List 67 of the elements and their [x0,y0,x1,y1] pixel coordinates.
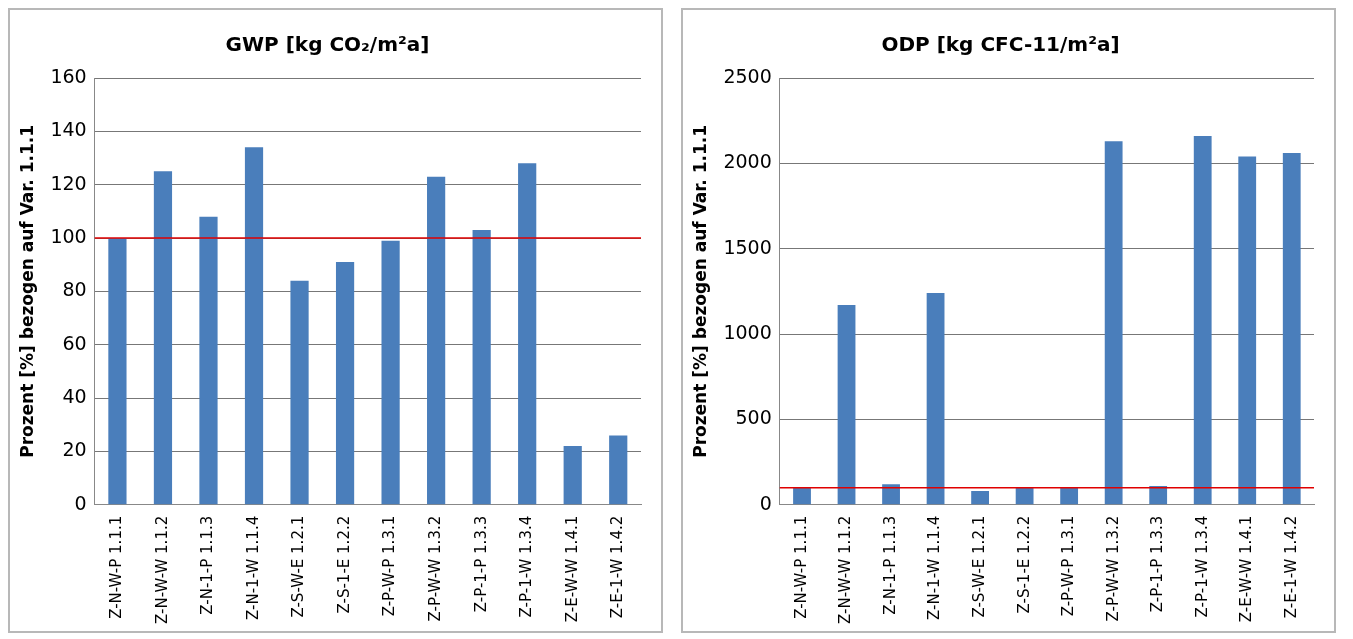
x-tick-label: Z-S-W-E 1.2.1 [289,515,308,618]
bar [518,163,537,505]
y-tick-label: 80 [62,278,87,301]
x-tick-label: Z-P-W-W 1.3.2 [1103,515,1122,622]
y-tick-label: 1500 [723,235,772,258]
bar [108,238,127,505]
x-tick-label: Z-S-1-E 1.2.2 [1014,515,1033,614]
x-tick-label: Z-E-W-W 1.4.1 [1237,515,1256,623]
x-tick-label: Z-P-1-P 1.3.3 [1148,515,1167,613]
y-axis-title: Prozent [%] bezogen auf Var. 1.1.1 [689,124,710,458]
x-tick-label: Z-N-1-W 1.1.4 [925,515,944,620]
y-tick-label: 1000 [723,320,772,343]
x-tick-label: Z-E-1-W 1.4.2 [1281,515,1300,619]
bar [926,293,945,505]
bar [1060,487,1079,505]
y-tick-label: 120 [50,171,87,194]
y-tick-label: 20 [62,438,87,461]
bar [793,487,811,505]
bar [335,262,355,505]
bar [381,240,400,505]
bar [1193,136,1212,505]
y-tick-label: 140 [50,118,87,141]
x-tick-label: Z-N-W-W 1.1.2 [152,515,171,625]
bar [153,171,173,505]
bar [971,491,989,505]
bar [837,305,856,505]
x-tick-label: Z-S-W-E 1.2.1 [969,515,988,618]
x-tick-label: Z-P-1-W 1.3.4 [1192,515,1211,618]
chart-title: GWP [kg CO₂/m²a] [225,32,430,57]
x-tick-label: Z-N-W-W 1.1.2 [836,515,855,625]
bar [1282,153,1301,505]
y-tick-label: 40 [62,385,87,407]
x-tick-label: Z-E-1-W 1.4.2 [608,515,627,619]
y-tick-label: 2000 [723,150,772,173]
x-tick-label: Z-S-1-E 1.2.2 [334,515,353,614]
y-axis-title: Prozent [%] bezogen auf Var. 1.1.1 [16,124,37,458]
chart-title: ODP [kg CFC-11/m²a] [881,32,1120,57]
y-tick-label: 0 [759,491,772,514]
x-tick-label: Z-P-W-W 1.3.2 [426,515,445,622]
y-tick-label: 160 [50,64,87,87]
bar [1104,141,1123,505]
bar [882,484,900,505]
bar [244,147,264,505]
bar [199,216,218,505]
y-tick-label: 2500 [723,64,772,87]
y-tick-label: 0 [74,491,87,514]
x-tick-label: Z-N-W-P 1.1.1 [107,515,126,619]
x-tick-label: Z-E-W-W 1.4.1 [562,515,581,623]
y-tick-label: 100 [50,224,87,247]
x-tick-label: Z-N-1-W 1.1.4 [243,515,262,620]
x-tick-label: Z-P-W-P 1.3.1 [380,515,399,617]
bar [1149,485,1168,505]
bar [290,280,309,505]
y-tick-label: 500 [735,406,772,429]
bar [472,230,491,505]
bar [609,435,628,505]
x-tick-label: Z-N-1-P 1.1.3 [198,515,217,615]
bar [427,176,446,505]
y-tick-label: 60 [62,331,87,354]
x-tick-label: Z-N-1-P 1.1.3 [880,515,899,615]
bar [563,446,582,505]
x-tick-label: Z-N-W-P 1.1.1 [791,515,810,619]
x-tick-label: Z-P-W-P 1.3.1 [1059,515,1078,617]
x-tick-label: Z-P-1-P 1.3.3 [471,515,490,613]
bar [1238,156,1257,505]
x-tick-label: Z-P-1-W 1.3.4 [517,515,536,618]
bar [1015,487,1034,505]
